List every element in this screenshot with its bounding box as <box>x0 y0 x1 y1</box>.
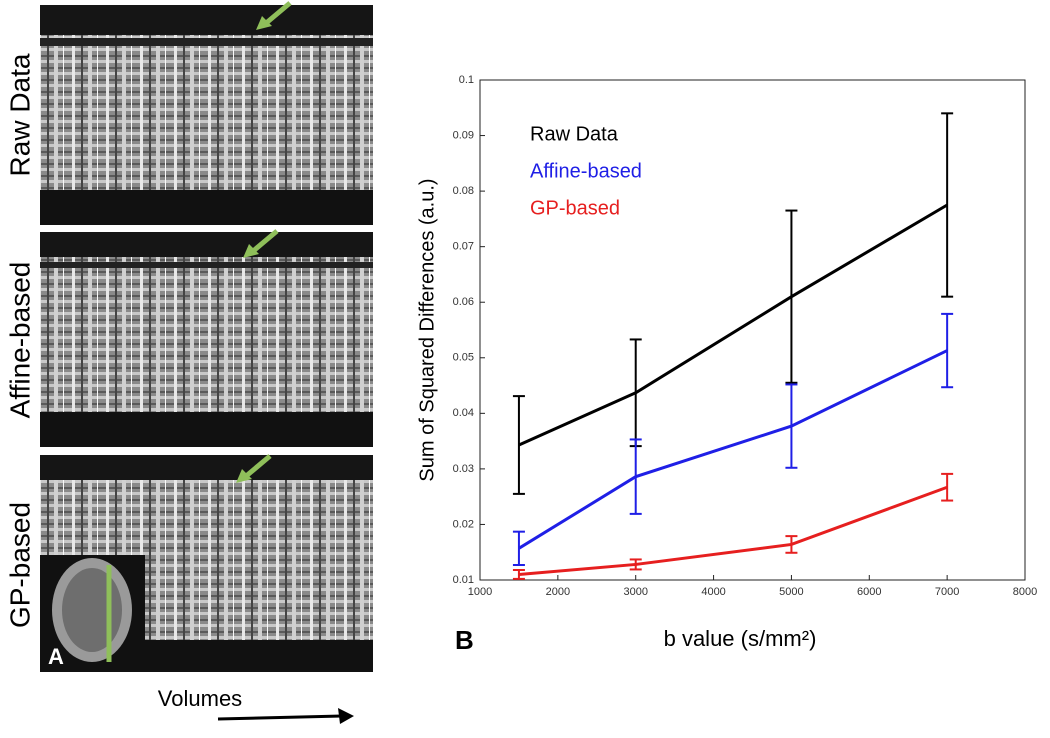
arrow <box>217 714 343 721</box>
panel-label: Affine-based <box>4 262 35 419</box>
x-tick-label: 3000 <box>623 586 647 598</box>
x-tick-label: 4000 <box>701 586 725 598</box>
x-tick-label: 7000 <box>935 586 959 598</box>
image-gp <box>40 454 373 672</box>
error-bar <box>512 530 525 566</box>
y-tick-label: 0.08 <box>453 185 474 197</box>
error-bar <box>512 395 525 495</box>
x-tick-label: 8000 <box>1013 586 1037 598</box>
x-tick-label: 2000 <box>546 586 570 598</box>
y-tick-label: 0.05 <box>453 352 474 364</box>
panel-letter: B <box>455 625 474 655</box>
x-tick-label: 6000 <box>857 586 881 598</box>
y-axis-label: Sum of Squared Differences (a.u.) <box>416 178 438 481</box>
series-line <box>518 349 948 550</box>
x-tick-label: 5000 <box>779 586 803 598</box>
error-bar <box>941 472 954 502</box>
y-tick-label: 0.03 <box>453 463 474 475</box>
plot-frame <box>479 79 1026 581</box>
y-tick-label: 0.06 <box>453 296 474 308</box>
y-tick-label: 0.02 <box>453 518 474 530</box>
error-bar <box>785 209 798 384</box>
error-bar <box>785 535 798 554</box>
image-affine <box>40 229 373 447</box>
image-raw <box>40 1 373 225</box>
panel-label: Raw Data <box>4 53 35 176</box>
axis-caption: Volumes <box>158 686 242 711</box>
panel-images <box>40 1 373 672</box>
y-tick-label: 0.07 <box>453 241 474 253</box>
legend-entry: GP-based <box>530 197 620 219</box>
series-line <box>518 203 948 447</box>
x-axis-label: b value (s/mm²) <box>664 626 817 651</box>
error-bar <box>941 112 954 298</box>
y-tick-label: 0.04 <box>453 407 474 419</box>
error-bar <box>941 312 954 389</box>
y-tick-label: 0.1 <box>459 74 474 86</box>
panel-letter: A <box>48 644 64 669</box>
error-bar <box>512 569 525 580</box>
error-bar <box>629 558 642 571</box>
x-tick-label: 1000 <box>468 586 492 598</box>
series-line <box>518 485 948 576</box>
panel-label: GP-based <box>4 502 35 628</box>
y-tick-label: 0.09 <box>453 129 474 141</box>
arrow-head <box>338 708 354 724</box>
legend-entry: Affine-based <box>530 160 642 182</box>
legend-entry: Raw Data <box>530 123 619 145</box>
y-tick-label: 0.01 <box>453 574 474 586</box>
error-bar <box>785 383 798 469</box>
error-bar <box>629 438 642 515</box>
error-bar <box>629 338 642 448</box>
